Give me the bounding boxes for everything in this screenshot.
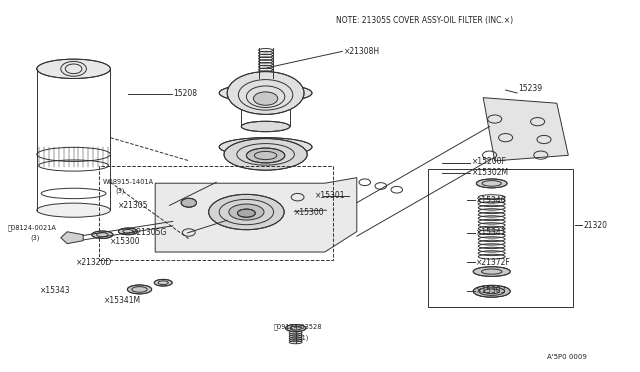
Ellipse shape xyxy=(118,228,138,235)
Ellipse shape xyxy=(473,285,510,297)
Text: ×15341: ×15341 xyxy=(476,228,507,237)
Text: ×15300: ×15300 xyxy=(294,208,325,217)
Circle shape xyxy=(181,198,196,207)
Text: ×15303: ×15303 xyxy=(476,286,507,295)
Ellipse shape xyxy=(285,324,306,332)
Ellipse shape xyxy=(37,59,111,78)
Ellipse shape xyxy=(241,121,290,132)
Polygon shape xyxy=(156,178,357,252)
Ellipse shape xyxy=(237,209,255,217)
Text: ×15302M: ×15302M xyxy=(472,168,509,177)
Text: ×15200F: ×15200F xyxy=(472,157,506,166)
Text: A'5P0 0009: A'5P0 0009 xyxy=(547,354,587,360)
Text: 21320: 21320 xyxy=(584,221,608,230)
Polygon shape xyxy=(483,98,568,161)
Ellipse shape xyxy=(219,84,312,102)
Text: (3): (3) xyxy=(31,235,40,241)
Text: ×15341M: ×15341M xyxy=(104,296,141,305)
Text: ×15343: ×15343 xyxy=(40,286,70,295)
Text: ×21372F: ×21372F xyxy=(476,258,511,267)
Ellipse shape xyxy=(229,204,264,220)
Text: (3): (3) xyxy=(115,188,125,195)
Polygon shape xyxy=(61,232,83,244)
Text: W08915-1401A: W08915-1401A xyxy=(102,179,154,185)
Text: ×21305: ×21305 xyxy=(118,201,149,210)
Ellipse shape xyxy=(219,138,312,156)
Text: ×15300: ×15300 xyxy=(110,237,141,246)
Text: Ⓑ09124-03528: Ⓑ09124-03528 xyxy=(274,323,323,330)
Ellipse shape xyxy=(127,285,152,294)
Text: (1): (1) xyxy=(300,334,309,341)
Ellipse shape xyxy=(209,195,284,230)
Ellipse shape xyxy=(227,72,304,115)
Text: Ⓑ08124-0021A: Ⓑ08124-0021A xyxy=(8,224,56,231)
Ellipse shape xyxy=(92,231,113,238)
Ellipse shape xyxy=(473,267,510,276)
Text: NOTE: 21305S COVER ASSY-OIL FILTER (INC.×): NOTE: 21305S COVER ASSY-OIL FILTER (INC.… xyxy=(336,16,513,25)
Ellipse shape xyxy=(476,179,507,188)
Text: ×15340: ×15340 xyxy=(476,196,507,205)
Text: ×21305G: ×21305G xyxy=(131,228,168,237)
Ellipse shape xyxy=(224,139,307,170)
Text: 15208: 15208 xyxy=(173,89,197,98)
Ellipse shape xyxy=(253,92,278,105)
Ellipse shape xyxy=(37,203,111,217)
Text: ×21308H: ×21308H xyxy=(344,47,380,56)
Text: 15239: 15239 xyxy=(518,84,543,93)
Text: ×15301: ×15301 xyxy=(315,191,346,200)
Ellipse shape xyxy=(154,279,172,286)
Ellipse shape xyxy=(246,148,285,163)
Text: ×21320D: ×21320D xyxy=(76,258,112,267)
